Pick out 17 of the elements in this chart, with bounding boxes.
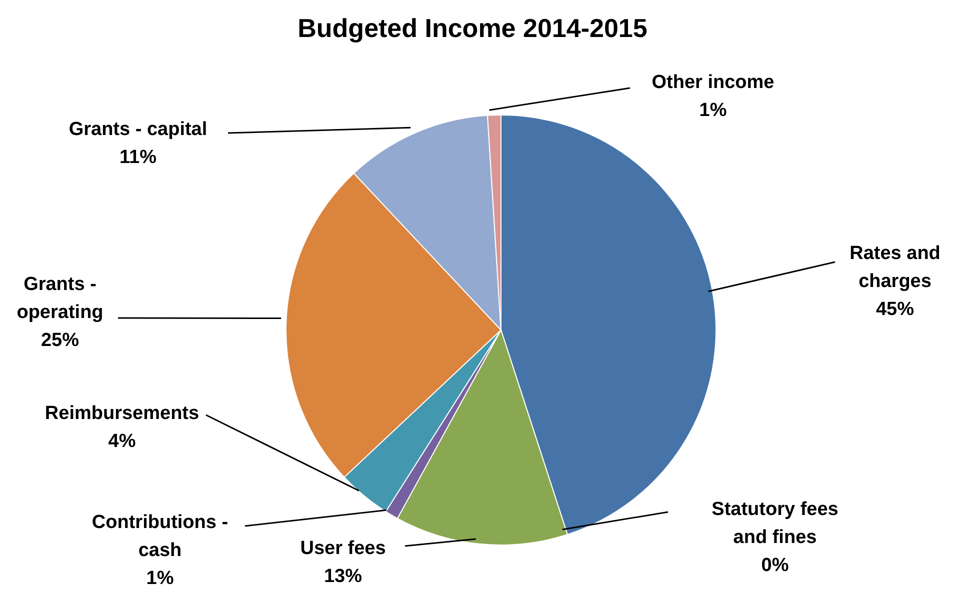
text: 0% [761, 554, 789, 576]
data-label: 45% [876, 298, 914, 320]
slice-label: Other income [652, 72, 774, 92]
slice-label: Grants - capital [68, 118, 208, 140]
data-label: 1% [146, 568, 174, 588]
slice-label: User fees [300, 538, 386, 558]
data-label: 4% [108, 430, 136, 452]
chart-title: Budgeted Income 2014-2015 [298, 13, 648, 43]
data-label: 25% [40, 330, 80, 350]
data-label: 1% [699, 100, 727, 120]
slice-label: Rates and charges [850, 242, 940, 292]
data-label: 11% [120, 146, 157, 168]
data-label: 13% [324, 566, 362, 586]
category-label: Statutory fees and fines [712, 498, 838, 548]
slice-label: Grants - operating [16, 274, 104, 322]
slice-label: Contributions - cash [92, 512, 228, 560]
slice-label: Reimbursements [44, 402, 200, 424]
